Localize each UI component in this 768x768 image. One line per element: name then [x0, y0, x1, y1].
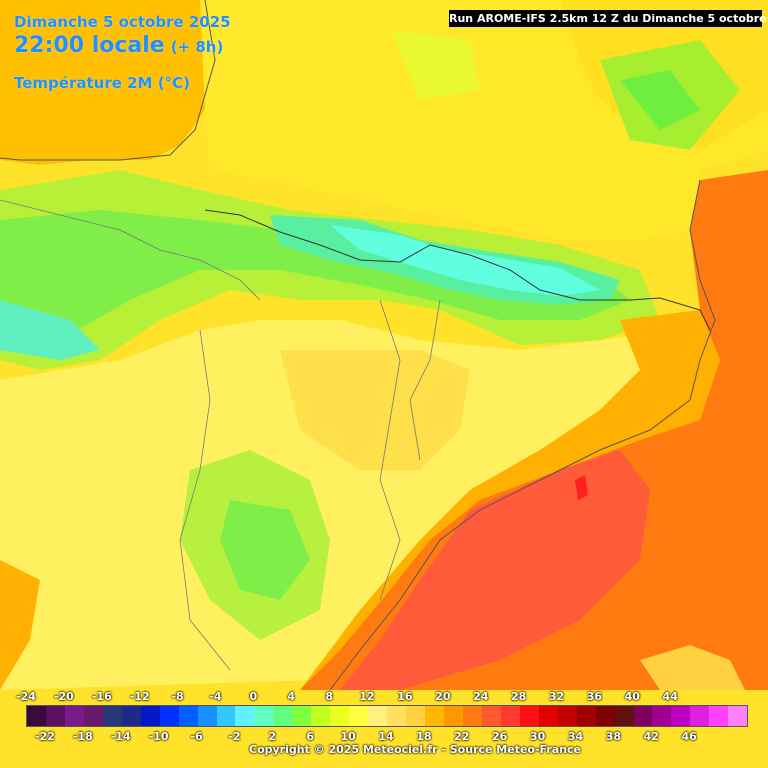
- colorbar-swatch: [425, 706, 444, 726]
- legend-tick-label: -4: [209, 690, 222, 703]
- legend-tick-label: -18: [72, 730, 93, 743]
- legend-tick-label: 30: [529, 730, 546, 743]
- legend-tick-label: 44: [662, 690, 678, 703]
- legend-tick-label: 2: [268, 730, 277, 743]
- legend-tick-label: -20: [53, 690, 74, 703]
- temperature-legend: -24 -20 -16 -12 -8 -4 0 4 8 12 16 20 24 28 32 36 40 44 -22…: [0, 690, 768, 768]
- legend-tick-label: 14: [378, 730, 394, 743]
- colorbar-swatch: [235, 706, 255, 726]
- france-spain-border: [204, 209, 711, 331]
- legend-tick-label: 40: [624, 690, 640, 703]
- legend-tick-label: 34: [567, 730, 584, 743]
- colorbar-swatch: [64, 706, 84, 726]
- colorbar-swatch: [330, 706, 350, 726]
- colorbar-swatch: [102, 706, 122, 726]
- legend-tick-label: -12: [129, 690, 150, 703]
- legend-tick-label: 4: [287, 690, 296, 703]
- legend-tick-label: 10: [340, 730, 356, 743]
- legend-tick-label: 24: [473, 690, 489, 703]
- legend-tick-label: -14: [110, 730, 131, 743]
- balearic-island: [640, 645, 745, 690]
- atlantic-sea-area: [0, 0, 222, 165]
- colorbar-swatch: [576, 706, 596, 726]
- legend-tick-label: 26: [492, 730, 508, 743]
- colorbar-swatch: [462, 706, 482, 726]
- colorbar-swatch: [216, 706, 236, 726]
- colorbar-swatch: [159, 706, 179, 726]
- colorbar-swatch: [519, 706, 539, 726]
- colorbar-swatch: [633, 706, 653, 726]
- colorbar-swatch: [538, 706, 558, 726]
- colorbar-swatch: [709, 706, 729, 726]
- legend-tick-label: 46: [681, 730, 697, 743]
- colorbar-swatch: [27, 706, 46, 726]
- colorbar-swatch: [481, 706, 501, 726]
- colorbar-swatch: [690, 706, 710, 726]
- colorbar-swatch: [311, 706, 331, 726]
- legend-tick-label: -16: [91, 690, 112, 703]
- legend-tick-label: -8: [171, 690, 184, 703]
- legend-tick-label: 12: [359, 690, 375, 703]
- colorbar-swatch: [368, 706, 388, 726]
- coastline: [329, 179, 716, 691]
- legend-tick-label: 6: [306, 730, 315, 743]
- colorbar-swatch: [500, 706, 520, 726]
- legend-tick-label: 32: [548, 690, 565, 703]
- colorbar-swatch: [406, 706, 426, 726]
- colorbar-swatch: [254, 706, 274, 726]
- colorbar: [26, 705, 748, 727]
- mediterranean-sea: [300, 170, 768, 690]
- colorbar-swatch: [273, 706, 293, 726]
- variable-title: Température 2M (°C): [14, 74, 190, 92]
- legend-tick-label: 0: [249, 690, 258, 703]
- run-banner: Run AROME-IFS 2.5km 12 Z du Dimanche 5 o…: [449, 10, 768, 27]
- legend-tick-label: 38: [605, 730, 622, 743]
- colorbar-swatch: [614, 706, 634, 726]
- forecast-offset: (+ 8h): [170, 38, 224, 56]
- forecast-time-label: 22:00 locale: [14, 33, 165, 58]
- legend-tick-label: 36: [586, 690, 603, 703]
- legend-tick-label: 20: [435, 690, 451, 703]
- colorbar-swatch: [197, 706, 217, 726]
- legend-tick-label: -2: [228, 730, 241, 743]
- colorbar-swatch: [387, 706, 407, 726]
- colorbar-swatch: [671, 706, 691, 726]
- colorbar-swatch: [349, 706, 369, 726]
- colorbar-swatch: [652, 706, 672, 726]
- colorbar-swatch: [595, 706, 615, 726]
- colorbar-swatch: [83, 706, 103, 726]
- colorbar-swatch: [140, 706, 160, 726]
- colorbar-swatch: [121, 706, 141, 726]
- colorbar-swatch: [292, 706, 312, 726]
- legend-tick-label: 42: [643, 730, 659, 743]
- colorbar-swatch: [728, 706, 748, 726]
- forecast-date: Dimanche 5 octobre 2025: [14, 13, 231, 31]
- colorbar-swatch: [443, 706, 463, 726]
- legend-tick-label: -24: [16, 690, 36, 703]
- legend-tick-label: -6: [190, 730, 203, 743]
- colorbar-swatch: [557, 706, 577, 726]
- legend-tick-label: 16: [397, 690, 413, 703]
- legend-tick-label: 22: [454, 730, 470, 743]
- legend-tick-label: 18: [416, 730, 432, 743]
- legend-tick-label: -22: [35, 730, 55, 743]
- legend-tick-label: -10: [148, 730, 169, 743]
- colorbar-swatch: [45, 706, 65, 726]
- legend-tick-label: 28: [510, 690, 527, 703]
- forecast-time: 22:00 locale (+ 8h): [14, 33, 223, 58]
- colorbar-swatch: [178, 706, 198, 726]
- copyright-notice: Copyright © 2025 Meteociel.fr - Source M…: [249, 743, 582, 756]
- legend-tick-label: 8: [325, 690, 333, 703]
